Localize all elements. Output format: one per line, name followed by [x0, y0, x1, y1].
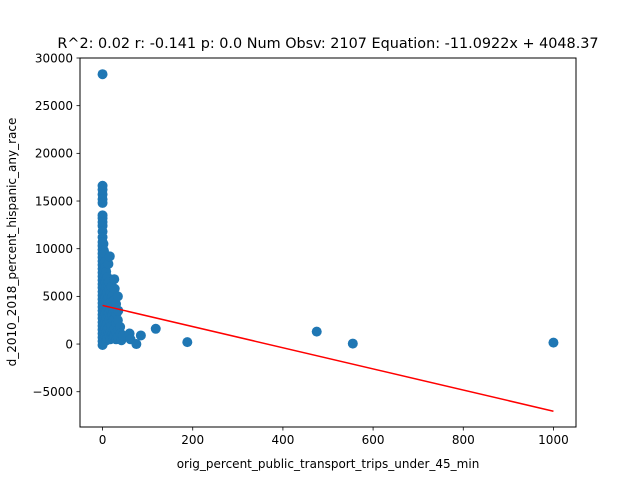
y-tick-label: 5000	[42, 290, 73, 304]
y-tick-label: 25000	[35, 99, 73, 113]
data-point	[311, 326, 322, 337]
y-tick-label: 20000	[35, 147, 73, 161]
y-tick-label: 0	[65, 337, 73, 351]
data-point	[131, 339, 142, 350]
points-layer	[97, 69, 559, 350]
data-point	[103, 258, 114, 269]
fit-line-layer	[102, 304, 554, 412]
y-axis-ticks: −5000 0 5000 10000 15000 20000 25000 30000	[32, 51, 80, 399]
data-point	[112, 291, 123, 302]
regression-line	[102, 304, 554, 412]
y-tick-label: 30000	[35, 51, 73, 65]
data-point	[109, 274, 120, 285]
data-point	[104, 251, 115, 262]
data-point	[150, 323, 161, 334]
data-point	[97, 69, 108, 80]
y-tick-label: −5000	[32, 385, 73, 399]
data-point	[548, 337, 559, 348]
x-tick-label: 200	[181, 433, 204, 447]
data-point	[135, 330, 146, 341]
x-tick-label: 600	[362, 433, 385, 447]
x-tick-label: 1000	[538, 433, 569, 447]
data-point	[109, 283, 120, 294]
data-point	[347, 338, 358, 349]
x-tick-label: 400	[271, 433, 294, 447]
y-axis-label: d_2010_2018_percent_hispanic_any_race	[5, 118, 19, 367]
x-tick-label: 0	[99, 433, 107, 447]
x-axis-label: orig_percent_public_transport_trips_unde…	[177, 457, 480, 471]
plot-frame	[79, 57, 577, 428]
x-axis-ticks: 0 200 400 600 800 1000	[99, 427, 569, 447]
x-tick-label: 800	[452, 433, 475, 447]
data-point	[97, 197, 108, 208]
chart-title: R^2: 0.02 r: -0.141 p: 0.0 Num Obsv: 210…	[57, 36, 598, 52]
y-tick-label: 10000	[35, 242, 73, 256]
y-tick-label: 15000	[35, 194, 73, 208]
data-point	[182, 337, 193, 348]
